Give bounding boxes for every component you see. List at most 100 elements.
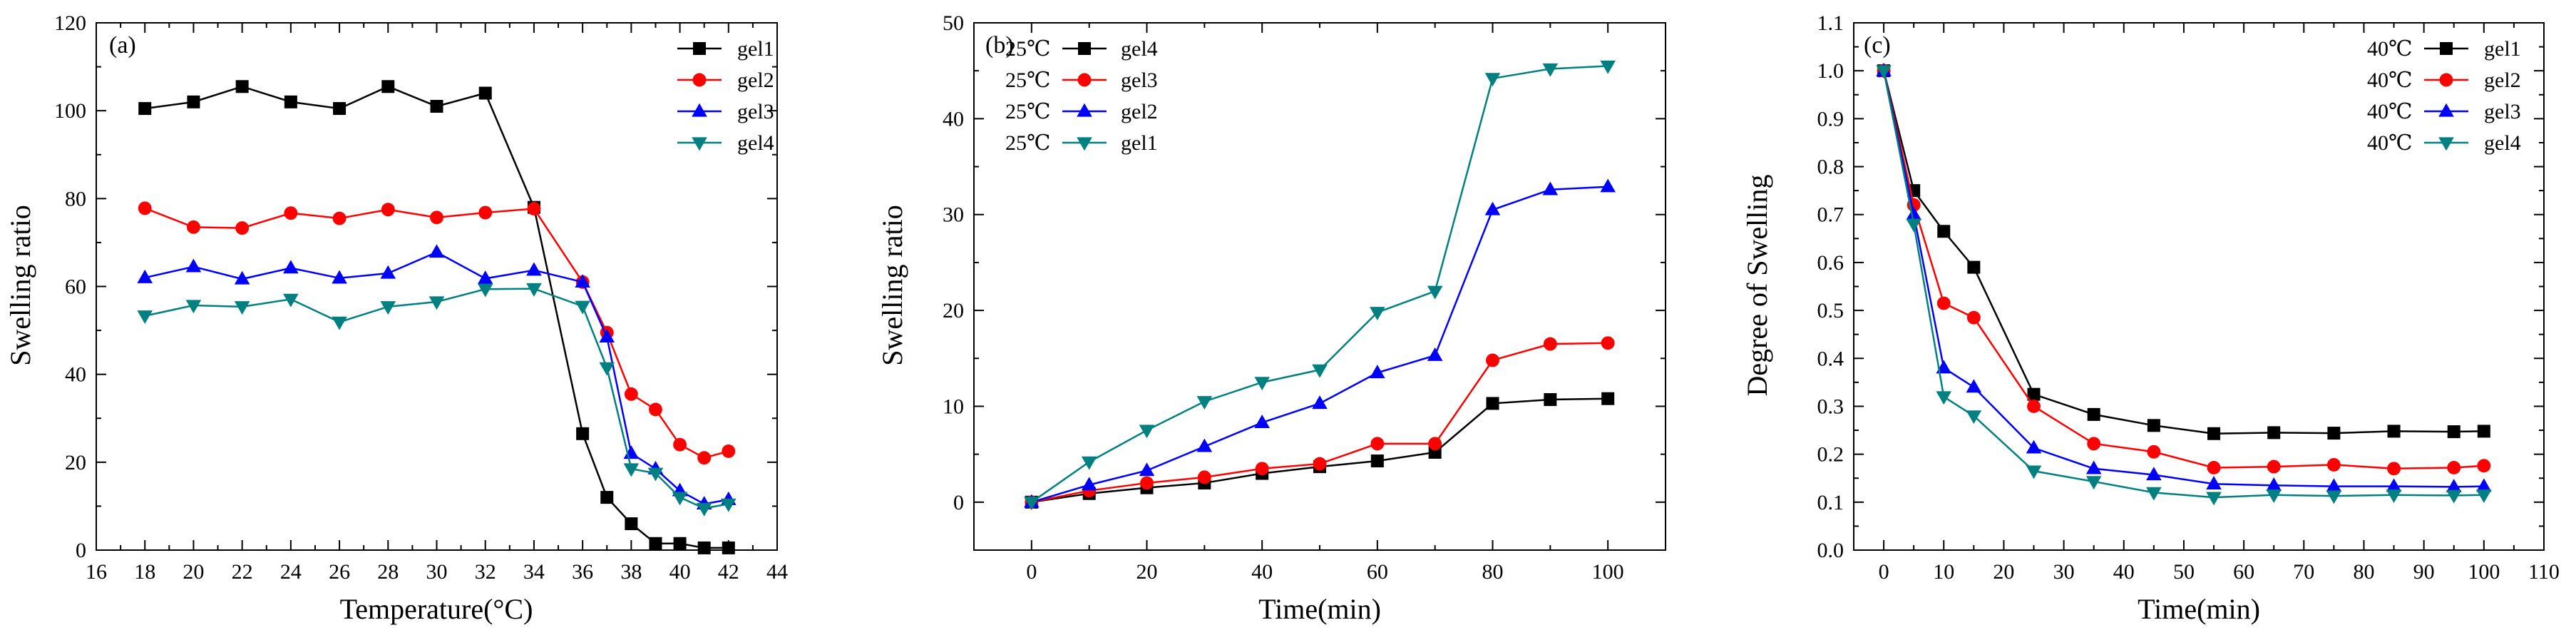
data-point [2266, 489, 2282, 503]
data-point [2327, 427, 2341, 440]
data-point [1542, 181, 1559, 195]
data-point [2026, 465, 2042, 479]
data-point [477, 270, 493, 285]
y-tick-label: 40 [943, 107, 964, 131]
data-point [333, 102, 347, 116]
x-tick-label: 60 [2233, 560, 2254, 584]
x-tick-label: 30 [426, 560, 448, 584]
data-point [1966, 310, 1981, 325]
data-point [1542, 63, 1559, 77]
series-line [145, 85, 729, 549]
data-point [1313, 457, 1327, 471]
data-point [2027, 387, 2041, 401]
data-point [1967, 260, 1981, 274]
data-point [1486, 353, 1499, 367]
y-tick-label: 0.6 [1817, 251, 1844, 275]
legend-label: gel4 [2484, 131, 2521, 155]
chart-panel-3: 0 10 20 30 40 50 60 70 80 90 100 110 0.0 0.1 0.2 0.3 0.4… [1741, 11, 2560, 625]
legend-marker [692, 103, 707, 117]
y-tick-label: 60 [65, 275, 86, 299]
data-point [185, 300, 202, 314]
x-tick-label: 30 [2053, 560, 2075, 584]
series-gel4 [137, 283, 737, 517]
y-tick-label: 1.1 [1817, 11, 1844, 35]
data-point [2446, 489, 2462, 504]
series-line [144, 288, 729, 509]
data-point [138, 102, 152, 116]
data-point [1139, 462, 1155, 477]
data-point [2085, 460, 2102, 474]
data-point [575, 274, 590, 288]
data-point [1196, 438, 1213, 452]
legend-marker [1077, 137, 1092, 151]
data-point [381, 80, 395, 93]
y-tick-label: 20 [943, 299, 964, 322]
x-tick-label: 40 [669, 560, 691, 584]
data-point [599, 362, 615, 376]
data-point [2387, 462, 2401, 476]
data-point [1427, 285, 1443, 300]
data-point [697, 541, 711, 554]
data-point [1197, 470, 1211, 484]
legend: 25℃ gel4 25℃ gel3 25℃ gel2 25℃ gel1 [1005, 37, 1158, 155]
data-point [1140, 476, 1154, 490]
data-point [2206, 476, 2222, 489]
data-point [1312, 395, 1328, 410]
legend-marker [692, 137, 707, 151]
x-tick-label: 34 [523, 560, 545, 584]
legend: 40℃ gel1 40℃ gel2 40℃ gel3 40℃ gel4 [2367, 37, 2521, 155]
y-axis-label: Swelling ratio [876, 205, 908, 366]
x-tick-label: 36 [572, 560, 593, 584]
y-tick-label: 40 [65, 363, 86, 387]
data-point [332, 211, 347, 225]
legend-marker [692, 73, 707, 87]
panel-label: (c) [1864, 32, 1891, 59]
series-line [1031, 186, 1608, 504]
chart-panel-1: 16 18 20 22 24 26 28 30 32 34 36 38 40 42 44 0 20 40 60 80 1… [4, 11, 788, 625]
data-point [1254, 377, 1270, 391]
x-tick-label: 100 [2468, 560, 2500, 584]
legend-prefix: 40℃ [2367, 37, 2413, 61]
data-point [2206, 492, 2222, 506]
data-point [649, 402, 662, 417]
series-line [144, 207, 729, 459]
x-tick-label: 70 [2293, 560, 2314, 584]
data-point [185, 258, 202, 273]
x-tick-label: 110 [2528, 560, 2560, 584]
data-point [2386, 489, 2402, 503]
data-point [1370, 307, 1385, 321]
x-tick-label: 18 [134, 560, 155, 584]
data-point [1484, 73, 1501, 87]
panel-label: (b) [985, 32, 1014, 59]
y-tick-label: 0.4 [1817, 347, 1844, 370]
panel-label: (a) [109, 32, 136, 59]
data-point [1370, 365, 1385, 379]
data-point [2326, 490, 2342, 504]
legend-marker [1077, 103, 1092, 117]
data-point [1600, 60, 1616, 74]
legend-prefix: 25℃ [1005, 68, 1051, 92]
series-gel1 [138, 80, 735, 554]
y-tick-label: 0.2 [1817, 443, 1844, 467]
data-point [2386, 478, 2402, 492]
data-point [2476, 478, 2492, 492]
data-point [2207, 427, 2221, 440]
y-tick-label: 0.7 [1817, 203, 1844, 227]
data-point [1966, 379, 1982, 393]
data-point [673, 537, 687, 550]
y-tick-label: 1.0 [1817, 59, 1844, 83]
data-point [137, 269, 153, 283]
x-tick-label: 90 [2413, 560, 2435, 584]
data-point [380, 265, 396, 279]
data-point [477, 283, 493, 298]
series-line [144, 251, 729, 505]
legend-prefix: 25℃ [1005, 100, 1051, 123]
x-tick-label: 60 [1367, 560, 1388, 584]
data-point [1081, 477, 1097, 491]
legend-label: gel2 [737, 68, 774, 92]
legend-prefix: 40℃ [2367, 131, 2413, 155]
data-point [624, 387, 638, 401]
data-point [186, 220, 200, 234]
legend-prefix: 40℃ [2367, 68, 2413, 92]
legend-label: gel1 [737, 37, 774, 61]
